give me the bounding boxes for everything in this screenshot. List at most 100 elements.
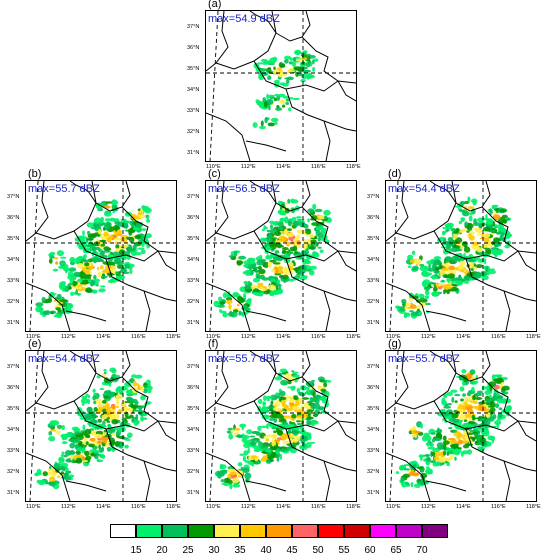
max-reflectivity-label: max=54.4 dBZ: [388, 183, 460, 195]
colorbar-segment: [422, 524, 448, 538]
colorbar-label: 50: [312, 545, 324, 556]
latitude-tick-label: 32°N: [187, 299, 200, 305]
radar-map-panel-g: max=55.7 dBZ: [385, 350, 537, 502]
colorbar-label: 25: [182, 545, 194, 556]
latitude-tick-label: 34°N: [367, 427, 380, 433]
longitude-tick-label: 116°E: [491, 504, 506, 510]
longitude-tick-label: 116°E: [311, 334, 326, 340]
latitude-tick-label: 34°N: [7, 257, 20, 263]
longitude-tick-label: 112°E: [241, 504, 256, 510]
latitude-tick-label: 31°N: [187, 490, 200, 496]
latitude-tick-label: 32°N: [187, 129, 200, 135]
longitude-tick-label: 118°E: [166, 334, 181, 340]
longitude-tick-label: 118°E: [526, 504, 541, 510]
longitude-tick-label: 112°E: [241, 164, 256, 170]
max-reflectivity-label: max=54.9 dBZ: [208, 13, 280, 25]
longitude-tick-label: 116°E: [131, 334, 146, 340]
longitude-tick-label: 110°E: [206, 334, 221, 340]
latitude-tick-label: 37°N: [187, 24, 200, 30]
latitude-tick-label: 35°N: [7, 406, 20, 412]
colorbar-segment: [318, 524, 344, 538]
latitude-tick-label: 37°N: [367, 364, 380, 370]
longitude-tick-label: 114°E: [456, 504, 471, 510]
latitude-tick-label: 32°N: [367, 469, 380, 475]
longitude-tick-label: 118°E: [166, 504, 181, 510]
latitude-tick-label: 36°N: [7, 215, 20, 221]
longitude-tick-label: 112°E: [241, 334, 256, 340]
latitude-tick-label: 36°N: [187, 215, 200, 221]
latitude-tick-label: 34°N: [187, 427, 200, 433]
latitude-tick-label: 35°N: [7, 236, 20, 242]
longitude-tick-label: 114°E: [276, 334, 291, 340]
latitude-tick-label: 33°N: [187, 108, 200, 114]
latitude-tick-label: 35°N: [367, 236, 380, 242]
latitude-tick-label: 34°N: [187, 87, 200, 93]
radar-map-panel-c: max=56.5 dBZ: [205, 180, 357, 332]
latitude-tick-label: 37°N: [7, 194, 20, 200]
latitude-tick-label: 31°N: [7, 490, 20, 496]
colorbar-segment: [162, 524, 188, 538]
longitude-tick-label: 114°E: [456, 334, 471, 340]
max-reflectivity-label: max=56.5 dBZ: [208, 183, 280, 195]
latitude-tick-label: 31°N: [367, 320, 380, 326]
colorbar-segment: [136, 524, 162, 538]
latitude-tick-label: 35°N: [187, 66, 200, 72]
latitude-tick-label: 36°N: [187, 385, 200, 391]
latitude-tick-label: 31°N: [187, 150, 200, 156]
latitude-tick-label: 31°N: [7, 320, 20, 326]
latitude-tick-label: 33°N: [367, 448, 380, 454]
longitude-tick-label: 112°E: [61, 334, 76, 340]
latitude-tick-label: 33°N: [367, 278, 380, 284]
latitude-tick-label: 34°N: [187, 257, 200, 263]
longitude-tick-label: 118°E: [346, 334, 361, 340]
colorbar-segment: [344, 524, 370, 538]
longitude-tick-label: 110°E: [206, 504, 221, 510]
colorbar-segment: [292, 524, 318, 538]
latitude-tick-label: 33°N: [7, 278, 20, 284]
latitude-tick-label: 36°N: [7, 385, 20, 391]
longitude-tick-label: 114°E: [96, 334, 111, 340]
panel-label: (d): [388, 168, 402, 180]
reflectivity-map: [206, 181, 356, 331]
colorbar-segment: [370, 524, 396, 538]
latitude-tick-label: 33°N: [7, 448, 20, 454]
latitude-tick-label: 31°N: [187, 320, 200, 326]
latitude-tick-label: 37°N: [7, 364, 20, 370]
radar-map-panel-b: max=55.7 dBZ: [25, 180, 177, 332]
longitude-tick-label: 116°E: [131, 504, 146, 510]
latitude-tick-label: 33°N: [187, 278, 200, 284]
colorbar-label: 70: [416, 545, 428, 556]
longitude-tick-label: 118°E: [346, 504, 361, 510]
latitude-tick-label: 35°N: [187, 406, 200, 412]
longitude-tick-label: 116°E: [311, 164, 326, 170]
max-reflectivity-label: max=55.7 dBZ: [28, 183, 100, 195]
longitude-tick-label: 110°E: [386, 504, 401, 510]
longitude-tick-label: 116°E: [491, 334, 506, 340]
max-reflectivity-label: max=54.4 dBZ: [28, 353, 100, 365]
longitude-tick-label: 118°E: [526, 334, 541, 340]
latitude-tick-label: 34°N: [367, 257, 380, 263]
radar-map-panel-f: max=55.7 dBZ: [205, 350, 357, 502]
latitude-tick-label: 32°N: [367, 299, 380, 305]
latitude-tick-label: 36°N: [367, 385, 380, 391]
colorbar-label: 30: [208, 545, 220, 556]
latitude-tick-label: 32°N: [187, 469, 200, 475]
longitude-tick-label: 112°E: [421, 334, 436, 340]
radar-map-panel-a: max=54.9 dBZ: [205, 10, 357, 162]
radar-map-panel-e: max=54.4 dBZ: [25, 350, 177, 502]
max-reflectivity-label: max=55.7 dBZ: [208, 353, 280, 365]
panel-label: (f): [208, 338, 219, 350]
max-reflectivity-label: max=55.7 dBZ: [388, 353, 460, 365]
panel-label: (e): [28, 338, 42, 350]
reflectivity-map: [386, 181, 536, 331]
colorbar-label: 55: [338, 545, 350, 556]
colorbar-label: 20: [156, 545, 168, 556]
reflectivity-map: [26, 181, 176, 331]
colorbar-label: 35: [234, 545, 246, 556]
panel-label: (b): [28, 168, 42, 180]
colorbar-label: 65: [390, 545, 402, 556]
longitude-tick-label: 114°E: [276, 504, 291, 510]
panel-label: (c): [208, 168, 221, 180]
latitude-tick-label: 35°N: [187, 236, 200, 242]
latitude-tick-label: 31°N: [367, 490, 380, 496]
